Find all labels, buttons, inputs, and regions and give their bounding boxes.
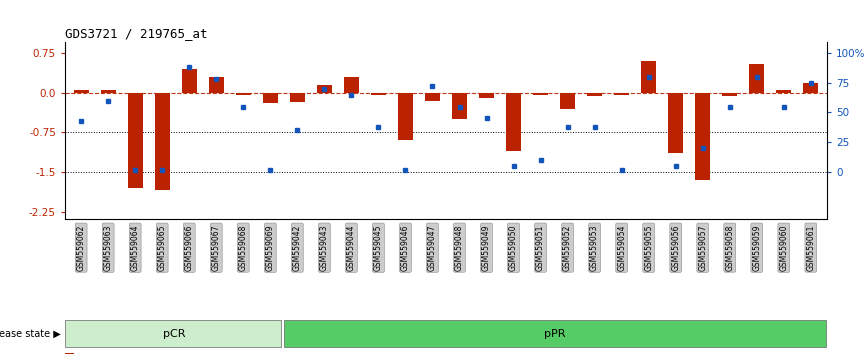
Text: GSM559043: GSM559043: [320, 224, 329, 271]
Text: GSM559049: GSM559049: [482, 224, 491, 271]
Text: GSM559054: GSM559054: [617, 224, 626, 271]
Bar: [614, 93, 629, 95]
Bar: [263, 93, 278, 103]
Bar: [722, 93, 737, 96]
Bar: [290, 93, 305, 102]
Bar: [695, 93, 710, 180]
Text: GDS3721 / 219765_at: GDS3721 / 219765_at: [65, 27, 208, 40]
Text: pCR: pCR: [163, 329, 185, 339]
Bar: [776, 90, 792, 93]
Text: GSM559052: GSM559052: [563, 224, 572, 271]
Bar: [425, 93, 440, 101]
Bar: [533, 93, 548, 95]
Text: GSM559061: GSM559061: [806, 224, 815, 271]
Text: GSM559053: GSM559053: [590, 224, 599, 271]
FancyBboxPatch shape: [66, 320, 281, 347]
Bar: [804, 83, 818, 93]
Text: GSM559047: GSM559047: [428, 224, 437, 271]
Text: pPR: pPR: [544, 329, 565, 339]
Text: GSM559066: GSM559066: [184, 224, 194, 271]
Text: GSM559046: GSM559046: [401, 224, 410, 271]
Bar: [749, 64, 764, 93]
Bar: [641, 61, 656, 93]
Text: GSM559055: GSM559055: [644, 224, 653, 271]
Bar: [560, 93, 575, 109]
Bar: [506, 93, 521, 151]
Text: GSM559064: GSM559064: [131, 224, 139, 271]
Text: GSM559069: GSM559069: [266, 224, 275, 271]
Bar: [317, 85, 332, 93]
Bar: [344, 77, 359, 93]
Text: GSM559056: GSM559056: [671, 224, 680, 271]
Text: GSM559048: GSM559048: [455, 224, 464, 271]
Bar: [452, 93, 467, 119]
Bar: [65, 353, 74, 354]
Text: GSM559067: GSM559067: [212, 224, 221, 271]
Text: GSM559057: GSM559057: [698, 224, 708, 271]
Text: disease state ▶: disease state ▶: [0, 329, 61, 339]
Bar: [74, 90, 88, 93]
Bar: [479, 93, 494, 98]
Bar: [669, 93, 683, 153]
Text: GSM559060: GSM559060: [779, 224, 788, 271]
Text: GSM559065: GSM559065: [158, 224, 167, 271]
FancyBboxPatch shape: [284, 320, 826, 347]
Text: GSM559062: GSM559062: [77, 224, 86, 271]
Text: GSM559045: GSM559045: [374, 224, 383, 271]
Bar: [398, 93, 413, 140]
Text: GSM559063: GSM559063: [104, 224, 113, 271]
Text: GSM559044: GSM559044: [347, 224, 356, 271]
Bar: [100, 90, 116, 93]
Text: GSM559058: GSM559058: [725, 224, 734, 271]
Bar: [371, 93, 386, 95]
Bar: [128, 93, 143, 188]
Bar: [182, 69, 197, 93]
Bar: [155, 93, 170, 190]
Bar: [209, 77, 223, 93]
Bar: [587, 93, 602, 96]
Text: GSM559068: GSM559068: [239, 224, 248, 271]
Text: GSM559050: GSM559050: [509, 224, 518, 271]
Text: GSM559059: GSM559059: [753, 224, 761, 271]
Bar: [236, 93, 251, 95]
Text: GSM559042: GSM559042: [293, 224, 302, 271]
Text: GSM559051: GSM559051: [536, 224, 545, 271]
